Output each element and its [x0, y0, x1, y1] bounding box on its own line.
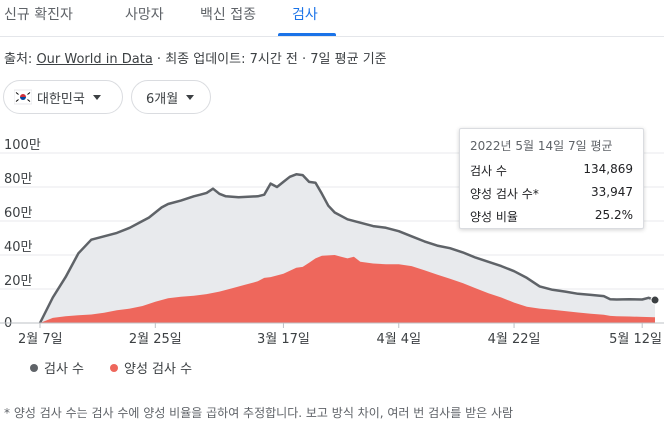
chevron-down-icon — [92, 94, 101, 100]
x-tick-label: 2월 25일 — [129, 332, 182, 347]
source-prefix: 출처: — [4, 52, 37, 67]
y-tick-label: 20만 — [4, 274, 33, 289]
tooltip-row-positive: 양성 검사 수* 33,947 — [470, 185, 633, 203]
y-tick-label: 60만 — [4, 206, 33, 221]
legend-item-tests[interactable]: 검사 수 — [30, 358, 84, 377]
legend-dot-icon — [110, 363, 118, 372]
source-line: 출처: Our World in Data · 최종 업데이트: 7시간 전 ·… — [4, 48, 387, 67]
legend-label: 양성 검사 수 — [124, 362, 193, 377]
tab-tests[interactable]: 검사 — [292, 7, 318, 23]
tab-bar: 신규 확진자 사망자 백신 접종 검사 — [0, 0, 664, 37]
source-suffix: · 최종 업데이트: 7시간 전 · 7일 평균 기준 — [152, 52, 387, 67]
tooltip-label: 검사 수 — [470, 164, 507, 178]
tab-deaths[interactable]: 사망자 — [125, 7, 164, 23]
chevron-down-icon — [186, 94, 195, 100]
tab-new-cases[interactable]: 신규 확진자 — [4, 7, 73, 23]
tests-area — [40, 174, 655, 323]
footnote: * 양성 검사 수는 검사 수에 양성 비율을 곱하여 추정합니다. 보고 방식… — [4, 406, 514, 420]
legend-label: 검사 수 — [44, 362, 85, 377]
tooltip-value: 134,869 — [583, 162, 633, 176]
positive-tests-area — [40, 255, 655, 323]
south-korea-flag-icon — [14, 89, 32, 105]
period-dropdown[interactable]: 6개월 — [131, 80, 211, 114]
x-tick-label: 4월 4일 — [376, 332, 421, 347]
tooltip-label: 양성 검사 수* — [470, 187, 539, 201]
tests-line — [38, 173, 656, 324]
tab-vaccinations[interactable]: 백신 접종 — [200, 7, 256, 23]
tooltip-label: 양성 비율 — [470, 210, 518, 224]
country-label: 대한민국 — [37, 91, 85, 107]
tooltip-row-tests: 검사 수 134,869 — [470, 162, 633, 180]
tooltip-row-rate: 양성 비율 25.2% — [470, 208, 633, 226]
y-tick-label: 80만 — [4, 172, 33, 187]
tooltip-value: 25.2% — [594, 208, 633, 222]
legend-item-positive[interactable]: 양성 검사 수 — [110, 358, 192, 377]
period-label: 6개월 — [146, 91, 179, 107]
tooltip-value: 33,947 — [591, 185, 633, 199]
y-tick-label: 40만 — [4, 240, 33, 255]
tooltip-title: 2022년 5월 14일 7일 평균 — [470, 139, 613, 153]
active-tab-indicator — [278, 33, 336, 36]
country-dropdown[interactable]: 대한민국 — [3, 80, 123, 114]
y-tick-label: 100만 — [4, 138, 41, 153]
x-tick-label: 3월 17일 — [257, 332, 310, 347]
highlight-point — [650, 295, 660, 305]
x-tick-label: 4월 22일 — [488, 332, 541, 347]
chart-tooltip: 2022년 5월 14일 7일 평균 검사 수 134,869 양성 검사 수*… — [459, 128, 644, 229]
x-tick-label: 5월 12일 — [609, 332, 662, 347]
x-tick-label: 2월 7일 — [18, 332, 63, 347]
source-link[interactable]: Our World in Data — [36, 52, 153, 67]
legend-dot-icon — [30, 363, 38, 372]
